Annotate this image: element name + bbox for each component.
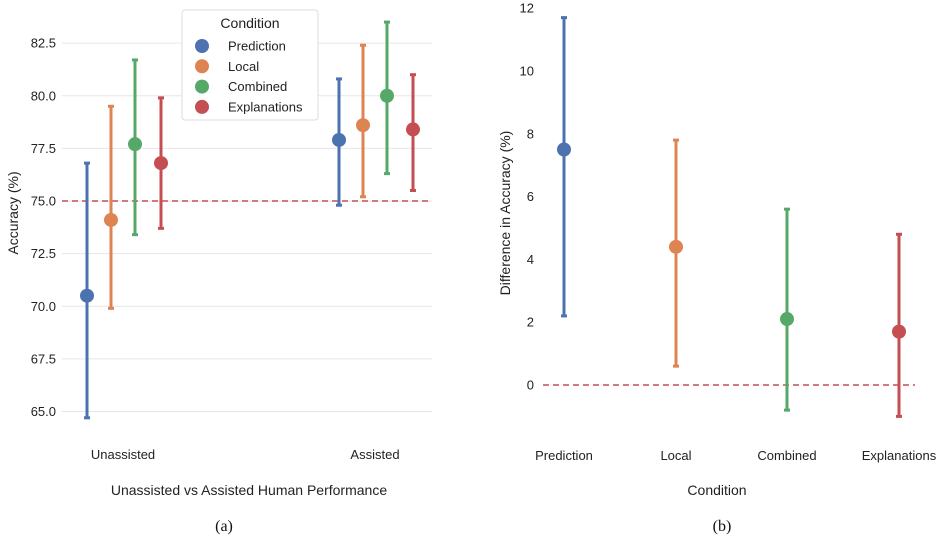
legend-title: Condition xyxy=(220,15,279,31)
panel-b-x-ticks: Prediction Local Combined Explanations xyxy=(535,448,937,463)
panel-a-marks xyxy=(80,20,420,420)
panel-b-y-tick-label: 4 xyxy=(527,252,534,267)
panel-a-explanations-unassisted-point xyxy=(154,156,168,171)
panel-a-y-tick-label: 72.5 xyxy=(31,246,56,261)
panel-b-local-point xyxy=(669,239,683,254)
panel-a-x-axis-label: Unassisted vs Assisted Human Performance xyxy=(111,482,387,498)
panel-a-y-tick-label: 75.0 xyxy=(31,194,56,209)
panel-a-combined-unassisted-point xyxy=(128,137,142,152)
panel-a-y-ticks: 65.0 67.5 70.0 72.5 75.0 77.5 80.0 82.5 xyxy=(31,36,56,419)
panel-b-caption: (b) xyxy=(713,518,732,535)
panel-a-y-tick-label: 77.5 xyxy=(31,141,56,156)
legend-label-explanations: Explanations xyxy=(228,99,303,114)
panel-b-marks xyxy=(557,16,906,418)
legend-marker-prediction xyxy=(195,39,209,53)
legend-marker-combined xyxy=(195,79,209,94)
panel-a: 65.0 67.5 70.0 72.5 75.0 77.5 80.0 82.5 Unassis… xyxy=(5,9,432,535)
panel-b-x-tick-label: Combined xyxy=(757,448,816,463)
panel-a-caption: (a) xyxy=(215,518,233,535)
panel-a-y-axis-label: Accuracy (%) xyxy=(5,171,21,254)
panel-b-y-tick-label: 8 xyxy=(527,126,534,141)
panel-b: 0 2 4 6 8 10 12 Prediction Local Combined Explana… xyxy=(497,1,937,535)
panel-b-x-tick-label: Prediction xyxy=(535,448,593,463)
panel-a-y-tick-label: 67.5 xyxy=(31,351,56,366)
panel-b-y-ticks: 0 2 4 6 8 10 12 xyxy=(520,1,534,393)
panel-b-x-tick-label: Explanations xyxy=(862,448,937,463)
panel-b-y-tick-label: 10 xyxy=(520,64,534,79)
panel-a-local-unassisted-point xyxy=(104,212,118,227)
panel-b-x-tick-label: Local xyxy=(660,448,691,463)
panel-a-y-tick-label: 65.0 xyxy=(31,404,56,419)
legend-label-local: Local xyxy=(228,59,259,74)
panel-a-prediction-unassisted-point xyxy=(80,288,94,303)
panel-a-x-tick-label: Assisted xyxy=(350,447,399,462)
panel-b-y-axis-label: Difference in Accuracy (%) xyxy=(497,131,513,296)
legend-marker-local xyxy=(195,59,209,74)
panel-a-prediction-assisted-point xyxy=(332,132,346,147)
legend: Condition Prediction Local Combined Explana… xyxy=(181,9,319,121)
panel-b-y-tick-label: 12 xyxy=(520,1,534,16)
panel-a-combined-assisted-point xyxy=(380,88,394,103)
panel-b-y-tick-label: 0 xyxy=(527,378,534,393)
legend-label-prediction: Prediction xyxy=(228,39,286,54)
panel-a-local-assisted-point xyxy=(356,118,370,133)
panel-b-prediction-point xyxy=(557,142,571,157)
panel-b-explanations-point xyxy=(892,324,906,339)
panel-a-explanations-assisted-point xyxy=(406,122,420,137)
panel-a-x-ticks: Unassisted Assisted xyxy=(91,447,400,462)
panel-b-y-tick-label: 2 xyxy=(527,315,534,330)
panel-a-y-tick-label: 82.5 xyxy=(31,36,56,51)
panel-b-x-axis-label: Condition xyxy=(687,482,746,498)
panel-a-y-tick-label: 70.0 xyxy=(31,299,56,314)
panel-b-y-tick-label: 6 xyxy=(527,189,534,204)
panel-a-x-tick-label: Unassisted xyxy=(91,447,155,462)
panel-b-combined-point xyxy=(780,312,794,327)
legend-label-combined: Combined xyxy=(228,79,287,94)
panel-a-y-tick-label: 80.0 xyxy=(31,88,56,103)
legend-box xyxy=(181,9,319,121)
legend-marker-explanations xyxy=(195,99,209,114)
legend-items: Prediction Local Combined Explanations xyxy=(195,39,303,114)
